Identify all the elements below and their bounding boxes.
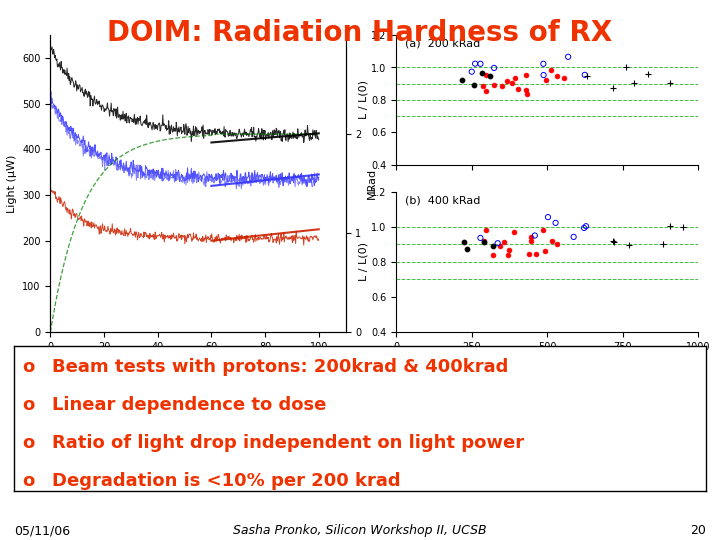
Point: [552, 71, 563, 80]
Point: [525, 237, 536, 245]
Point: [462, 244, 473, 253]
Y-axis label: L / L(0): L / L(0): [358, 80, 368, 119]
Text: (b)  400 kRad: (b) 400 kRad: [405, 196, 480, 206]
Point: [542, 213, 554, 221]
Text: Sasha Pronko, Silicon Workshop II, UCSB: Sasha Pronko, Silicon Workshop II, UCSB: [233, 524, 487, 537]
Point: [484, 72, 495, 80]
X-axis label: min: min: [187, 357, 209, 367]
Text: Linear dependence to dose: Linear dependence to dose: [53, 396, 327, 414]
Point: [624, 240, 635, 249]
Point: [503, 251, 514, 259]
Text: o: o: [23, 434, 35, 453]
Text: o: o: [23, 359, 35, 376]
Y-axis label: L / L(0): L / L(0): [358, 242, 368, 281]
Point: [466, 68, 477, 76]
Y-axis label: Light (μW): Light (μW): [6, 154, 17, 213]
Point: [503, 246, 515, 255]
Point: [607, 237, 618, 246]
Point: [568, 233, 580, 241]
Text: o: o: [23, 396, 35, 414]
Point: [546, 65, 557, 74]
Point: [558, 74, 570, 83]
Point: [628, 79, 639, 87]
Text: o: o: [23, 472, 35, 490]
Point: [531, 250, 542, 259]
Point: [578, 224, 590, 232]
Point: [480, 71, 492, 79]
Point: [469, 80, 480, 89]
Point: [474, 234, 486, 242]
Point: [540, 247, 552, 255]
Point: [480, 226, 492, 235]
Point: [546, 237, 557, 246]
Point: [526, 233, 537, 242]
Point: [510, 74, 521, 83]
Point: [538, 59, 549, 68]
Y-axis label: MRad: MRad: [367, 168, 377, 199]
Point: [477, 69, 488, 78]
Point: [538, 71, 549, 79]
Point: [487, 251, 498, 259]
Point: [520, 71, 531, 80]
Point: [474, 59, 486, 68]
Point: [498, 238, 510, 246]
Point: [488, 81, 500, 90]
Text: (a)  200 kRad: (a) 200 kRad: [405, 39, 480, 49]
Point: [608, 84, 619, 92]
Point: [552, 240, 563, 248]
Point: [665, 79, 676, 87]
Point: [620, 63, 631, 71]
Point: [523, 250, 534, 259]
Point: [657, 240, 669, 249]
Point: [501, 77, 513, 85]
Point: [550, 219, 562, 227]
Point: [508, 227, 520, 236]
Point: [520, 85, 531, 94]
Text: Ratio of light drop independent on light power: Ratio of light drop independent on light…: [53, 434, 525, 453]
Point: [478, 238, 490, 246]
Point: [521, 89, 533, 98]
Text: 10³: 10³: [351, 359, 368, 369]
Point: [580, 222, 592, 231]
Point: [579, 71, 590, 79]
Point: [459, 238, 470, 246]
Point: [497, 82, 508, 90]
Text: DOIM: Radiation Hardness of RX: DOIM: Radiation Hardness of RX: [107, 19, 613, 47]
Point: [664, 221, 675, 230]
Point: [581, 72, 593, 80]
Point: [540, 76, 552, 85]
Point: [492, 239, 503, 247]
Point: [529, 231, 541, 240]
Point: [512, 84, 523, 93]
Point: [469, 59, 481, 68]
Point: [506, 79, 518, 87]
Point: [643, 70, 654, 78]
Point: [477, 81, 489, 90]
Text: 20: 20: [690, 524, 706, 537]
Point: [495, 242, 506, 251]
Point: [562, 52, 574, 61]
Point: [456, 76, 467, 84]
Point: [538, 226, 549, 234]
Text: 05/11/06: 05/11/06: [14, 524, 71, 537]
Point: [480, 86, 492, 95]
Point: [488, 64, 500, 72]
Point: [608, 238, 620, 247]
Point: [487, 242, 499, 251]
Point: [478, 237, 490, 245]
Point: [678, 222, 689, 231]
X-axis label: L(0 Rad) (μW): L(0 Rad) (μW): [508, 357, 586, 367]
Text: Degradation is <10% per 200 krad: Degradation is <10% per 200 krad: [53, 472, 401, 490]
Text: Beam tests with protons: 200krad & 400krad: Beam tests with protons: 200krad & 400kr…: [53, 359, 509, 376]
